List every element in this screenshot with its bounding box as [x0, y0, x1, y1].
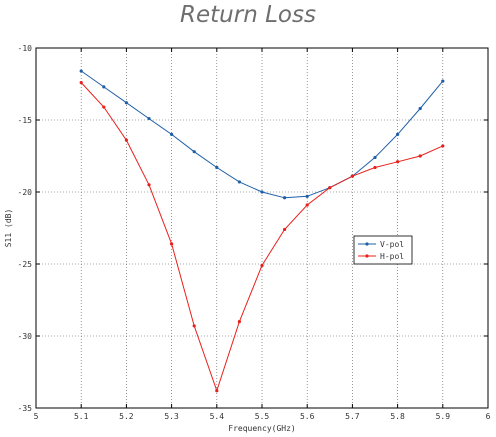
series-v-pol — [79, 69, 445, 200]
data-point — [124, 138, 128, 142]
y-axis-label: S11 (dB) — [4, 209, 13, 248]
y-tick-label: -30 — [18, 332, 33, 341]
x-tick-label: 6 — [486, 412, 491, 421]
grid — [35, 47, 489, 409]
data-point — [283, 196, 287, 200]
x-tick-label: 5.3 — [164, 412, 179, 421]
data-point — [79, 80, 83, 85]
data-point — [283, 227, 287, 232]
data-point — [102, 105, 106, 109]
data-point — [170, 242, 174, 246]
x-tick-label: 5.6 — [300, 412, 315, 421]
x-tick-label: 5 — [34, 412, 39, 421]
data-point — [170, 132, 174, 136]
chart-title: Return Loss — [180, 2, 316, 28]
y-tick-label: -35 — [18, 404, 33, 413]
data-point — [441, 79, 445, 83]
legend-box — [353, 235, 413, 265]
x-tick-label: 5.1 — [74, 412, 89, 421]
data-point — [260, 190, 264, 194]
axis-ticks: 5 5.1 5.2 5.3 5.4 5.5 5.6 5.7 5.8 5.9 6 -10 -15 -20 -2… — [18, 44, 491, 421]
data-point — [79, 69, 83, 73]
data-point — [215, 389, 219, 393]
series-h-pol — [79, 80, 445, 393]
y-tick-label: -20 — [18, 188, 33, 197]
data-point — [396, 160, 400, 164]
data-point — [328, 186, 332, 190]
x-axis-label: Frequency(GHz) — [228, 424, 295, 433]
legend-marker — [365, 254, 369, 258]
data-point — [237, 320, 241, 324]
data-point — [192, 150, 196, 154]
x-tick-label: 5.2 — [119, 412, 134, 421]
data-point — [396, 132, 400, 136]
y-tick-label: -10 — [18, 44, 33, 53]
data-point — [124, 101, 128, 105]
data-point — [373, 165, 377, 170]
data-point — [192, 324, 196, 328]
data-point — [418, 106, 422, 111]
series-group — [79, 69, 445, 393]
data-point — [147, 183, 151, 187]
data-point — [418, 154, 422, 158]
data-point — [305, 203, 309, 207]
data-point — [305, 194, 309, 198]
x-tick-label: 5.4 — [210, 412, 225, 421]
x-tick-label: 5.8 — [390, 412, 405, 421]
data-point — [102, 85, 106, 89]
y-tick-label: -15 — [18, 116, 33, 125]
x-tick-label: 5.7 — [345, 412, 360, 421]
y-tick-label: -25 — [18, 260, 33, 269]
legend-label: H-pol — [380, 252, 404, 261]
legend: V-pol H-pol — [353, 235, 413, 265]
data-point — [215, 165, 219, 170]
legend-label: V-pol — [380, 240, 404, 249]
x-tick-label: 5.9 — [436, 412, 451, 421]
x-tick-label: 5.5 — [255, 412, 270, 421]
legend-marker — [365, 242, 369, 246]
data-point — [441, 144, 445, 148]
data-point — [237, 180, 241, 184]
data-point — [373, 155, 377, 160]
data-point — [147, 116, 151, 121]
data-point — [350, 174, 354, 178]
data-point — [260, 263, 264, 268]
